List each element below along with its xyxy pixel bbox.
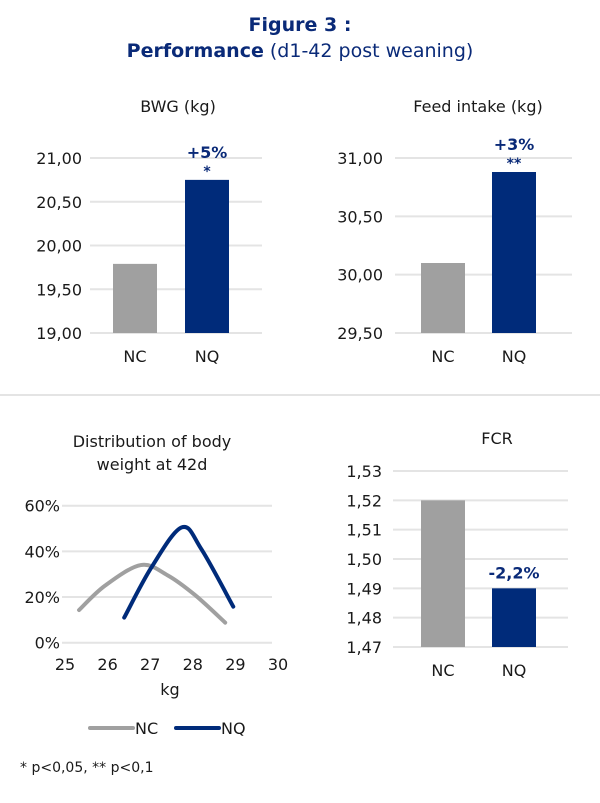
fcr-chart-title: FCR	[481, 429, 513, 448]
fcr-ytick-label: 1,51	[346, 521, 382, 540]
fcr-ytick-label: 1,47	[346, 638, 382, 657]
bwg-percent-label: +5%	[187, 143, 228, 162]
bwg-xtick-label: NC	[123, 347, 146, 366]
feed-percent-label: +3%	[494, 135, 535, 154]
dist-series-nq-line	[122, 524, 236, 620]
figure-title: Figure 3 :	[248, 14, 352, 36]
bwg-ytick-label: 19,00	[36, 324, 82, 343]
feed-xtick-label: NC	[431, 347, 454, 366]
fcr-ytick-label: 1,50	[346, 550, 382, 569]
bwg-ytick-label: 19,50	[36, 280, 82, 299]
fcr-xtick-label: NC	[431, 661, 454, 680]
bwg-ytick-label: 20,00	[36, 237, 82, 256]
dist-xtick-label: 25	[55, 655, 75, 674]
feed-xtick-label: NQ	[502, 347, 527, 366]
bwg-ytick-label: 20,50	[36, 193, 82, 212]
bwg-chart-title: BWG (kg)	[140, 97, 216, 116]
figure-subtitle-rest: (d1-42 post weaning)	[263, 40, 474, 62]
legend-nc-label: NC	[135, 719, 158, 738]
feed-bar-nq	[492, 172, 536, 333]
legend-nq-label: NQ	[221, 719, 246, 738]
fcr-ytick-label: 1,52	[346, 491, 382, 510]
feed-ytick-label: 31,00	[337, 149, 383, 168]
feed-significance-label: **	[507, 156, 522, 172]
feed-ytick-label: 29,50	[337, 324, 383, 343]
dist-ytick-label: 20%	[24, 588, 60, 607]
dist-chart-title-line1: Distribution of body	[73, 432, 232, 451]
feed-bar-nc	[421, 263, 465, 333]
dist-ytick-label: 60%	[24, 497, 60, 516]
significance-footnote: * p<0,05, ** p<0,1	[20, 760, 154, 776]
dist-ytick-label: 40%	[24, 542, 60, 561]
dist-xtick-label: 28	[183, 655, 203, 674]
dist-ytick-label: 0%	[35, 634, 60, 653]
fcr-percent-label: -2,2%	[488, 563, 539, 582]
dist-xtick-label: 26	[97, 655, 117, 674]
fcr-ytick-label: 1,53	[346, 462, 382, 481]
bwg-bar-nq	[185, 179, 229, 333]
fcr-bar-nq	[492, 588, 536, 647]
dist-xaxis-label: kg	[160, 680, 179, 699]
dist-series-nc-line	[77, 562, 228, 625]
fcr-ytick-label: 1,49	[346, 579, 382, 598]
fcr-xtick-label: NQ	[502, 661, 527, 680]
bwg-xtick-label: NQ	[195, 347, 220, 366]
section-divider	[0, 394, 600, 396]
feed-ytick-label: 30,50	[337, 207, 383, 226]
dist-chart-title-line2: weight at 42d	[97, 455, 208, 474]
bwg-significance-label: *	[203, 164, 211, 180]
fcr-bar-nc	[421, 500, 465, 647]
figure-subtitle-bold: Performance	[126, 40, 264, 62]
bwg-ytick-label: 21,00	[36, 149, 82, 168]
bwg-bar-nc	[113, 263, 157, 333]
feed-chart-title: Feed intake (kg)	[413, 97, 542, 116]
dist-xtick-label: 30	[268, 655, 288, 674]
feed-ytick-label: 30,00	[337, 266, 383, 285]
fcr-ytick-label: 1,48	[346, 609, 382, 628]
dist-xtick-label: 27	[140, 655, 160, 674]
dist-xtick-label: 29	[225, 655, 245, 674]
figure-subtitle: Performance (d1-42 post weaning)	[0, 40, 600, 62]
